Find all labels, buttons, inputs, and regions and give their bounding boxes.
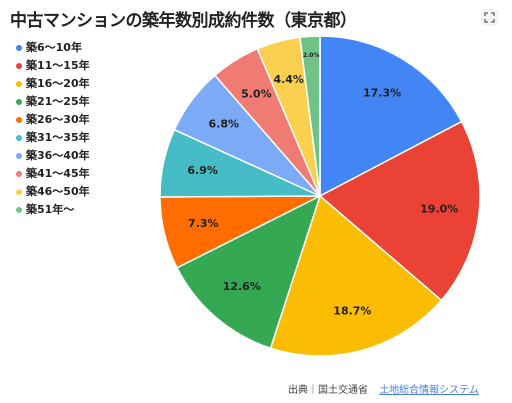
source-label: 出典｜国土交通省 — [288, 385, 368, 396]
source-link[interactable]: 土地総合情報システム — [379, 385, 479, 396]
pie-slice — [319, 35, 463, 198]
legend-item: 築21～25年 — [16, 93, 90, 111]
slice-data-label: 2.0% — [303, 52, 320, 59]
slice-data-label: 19.0% — [420, 203, 458, 216]
legend-label: 築36～40年 — [26, 149, 90, 162]
legend-swatch — [16, 117, 22, 123]
legend-swatch — [16, 135, 22, 141]
slice-data-label: 5.0% — [241, 87, 272, 100]
slice-data-label: 6.9% — [187, 164, 218, 177]
slice-data-label: 17.3% — [363, 86, 401, 99]
legend-item: 築16～20年 — [16, 75, 90, 93]
legend-item: 築46～50年 — [16, 183, 90, 201]
pie-slice — [299, 35, 321, 197]
legend-swatch — [16, 81, 22, 87]
legend-item: 築51年～ — [16, 201, 90, 219]
legend-swatch — [16, 63, 22, 69]
slice-data-label: 7.3% — [188, 217, 219, 230]
pie-slice — [269, 194, 443, 357]
legend-item: 築6～10年 — [16, 39, 90, 57]
legend-item: 築26～30年 — [16, 111, 90, 129]
legend-label: 築11～15年 — [26, 59, 90, 72]
chart-title: 中古マンションの築年数別成約件数（東京都） — [10, 11, 357, 31]
legend-swatch — [16, 171, 22, 177]
legend-label: 築26～30年 — [26, 113, 90, 126]
source-credit: 出典｜国土交通省 土地総合情報システム — [288, 381, 479, 396]
legend-swatch — [16, 153, 22, 159]
legend-label: 築51年～ — [26, 203, 75, 216]
legend-label: 築41～45年 — [26, 167, 90, 180]
legend-label: 築21～25年 — [26, 95, 90, 108]
expand-icon[interactable] — [481, 9, 498, 26]
legend-item: 築11～15年 — [16, 57, 90, 75]
legend-swatch — [16, 207, 22, 213]
slice-data-label: 4.4% — [273, 73, 304, 86]
legend-swatch — [16, 189, 22, 195]
legend-label: 築6～10年 — [26, 41, 82, 54]
legend-label: 築31～35年 — [26, 131, 90, 144]
legend-item: 築41～45年 — [16, 165, 90, 183]
chart-legend: 築6～10年 築11～15年 築16～20年 築21～25年 築26～30年 築31～35… — [16, 39, 90, 219]
slice-data-label: 18.7% — [333, 305, 371, 318]
slice-data-label: 12.6% — [223, 280, 261, 293]
pie-slice — [318, 120, 481, 302]
legend-swatch — [16, 45, 22, 51]
slice-data-label: 6.8% — [209, 117, 240, 130]
pie-slice — [175, 194, 322, 350]
legend-label: 築16～20年 — [26, 77, 90, 90]
legend-label: 築46～50年 — [26, 185, 90, 198]
legend-item: 築31～35年 — [16, 129, 90, 147]
legend-item: 築36～40年 — [16, 147, 90, 165]
legend-swatch — [16, 99, 22, 105]
